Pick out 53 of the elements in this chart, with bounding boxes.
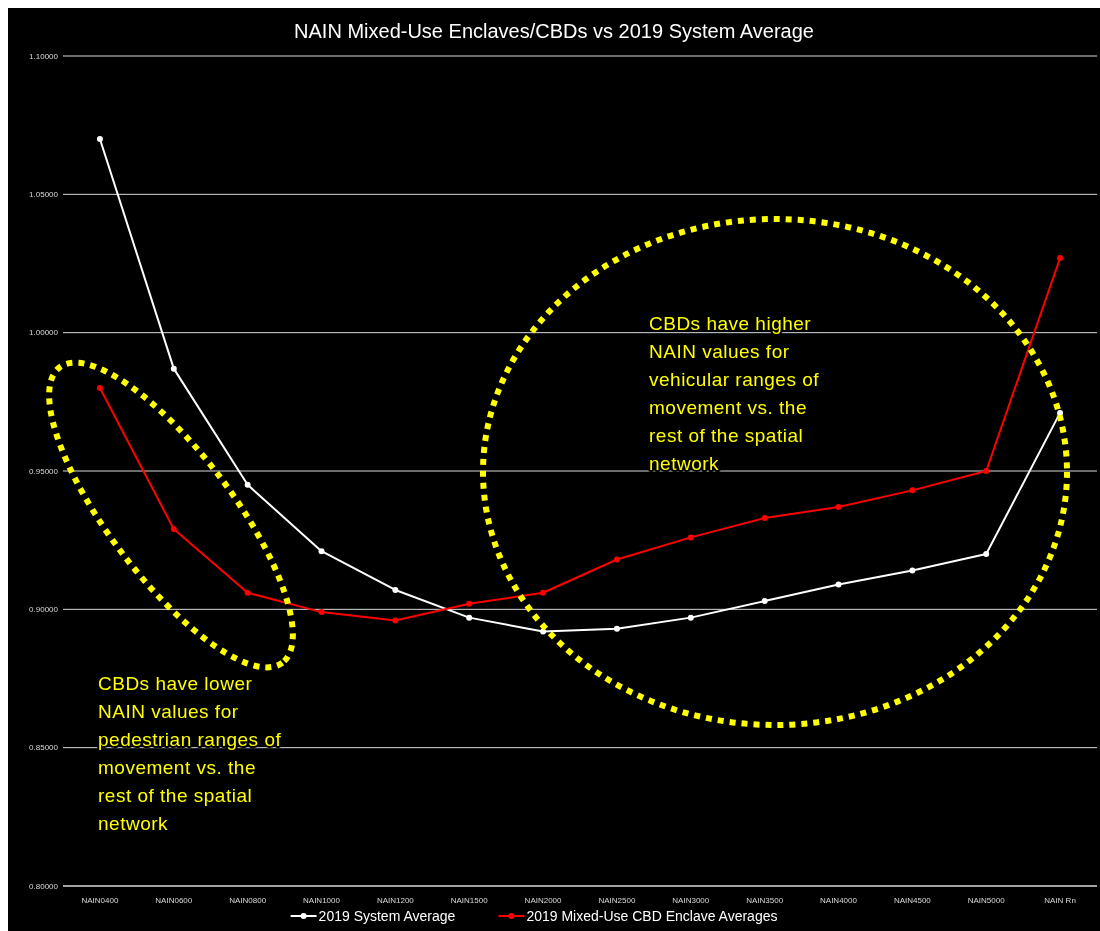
x-tick-label: NAIN2000 (524, 896, 563, 905)
point (1057, 254, 1064, 261)
y-tick-label: 1.10000 (29, 51, 59, 61)
annotation: CBDs have higher NAIN values for vehicular ranges of movement vs. the rest of the spatial network (649, 313, 820, 474)
x-tick-label: NAIN0400 (81, 896, 119, 905)
x-tick-label: NAIN5000 (967, 896, 1006, 905)
annotation: CBDs have lower NAIN values for pedestrian ranges of movement vs. the rest of the spatial network (98, 673, 282, 834)
point (540, 589, 547, 596)
point (1057, 409, 1064, 416)
y-tick-label: 0.80000 (29, 881, 59, 891)
point (318, 548, 325, 555)
x-tick-label: NAIN4000 (820, 896, 858, 905)
point (835, 503, 842, 510)
point (761, 598, 768, 605)
x-tick-label: NAIN Rn (1044, 896, 1076, 905)
point (613, 625, 620, 632)
point (835, 581, 842, 588)
point (170, 526, 177, 533)
x-tick-label: NAIN2500 (598, 896, 636, 905)
x-tick-label: NAIN3000 (672, 896, 710, 905)
point (613, 556, 620, 563)
legend-label: 2019 Mixed-Use CBD Enclave Averages (526, 908, 778, 924)
point (983, 468, 990, 474)
point (96, 136, 103, 142)
point (392, 617, 399, 624)
point (466, 600, 473, 607)
point (909, 487, 916, 494)
y-tick-label: 1.00000 (29, 328, 59, 338)
point (318, 609, 325, 616)
x-tick-label: NAIN1000 (303, 896, 341, 905)
point (170, 365, 177, 372)
point (244, 589, 251, 596)
x-tick-label: NAIN3500 (746, 896, 784, 905)
x-tick-label: NAIN1200 (376, 896, 415, 905)
point (466, 614, 473, 621)
point (96, 385, 103, 391)
x-tick-label: NAIN4500 (893, 896, 932, 905)
point (983, 551, 990, 557)
point (761, 515, 768, 522)
point (244, 481, 251, 488)
chart-title: NAIN Mixed-Use Enclaves/CBDs vs 2019 System Average (294, 20, 814, 42)
y-tick-label: 0.90000 (29, 605, 59, 615)
legend-label: 2019 System Average (318, 908, 456, 924)
y-tick-label: 0.85000 (29, 743, 59, 753)
point (909, 567, 916, 574)
y-tick-label: 0.95000 (29, 466, 59, 476)
point (687, 534, 694, 541)
x-tick-label: NAIN0600 (155, 896, 193, 905)
point (392, 586, 399, 593)
x-tick-label: NAIN1500 (450, 896, 489, 905)
x-tick-label: NAIN0800 (229, 896, 267, 905)
point (687, 614, 694, 621)
y-tick-label: 1.05000 (29, 190, 59, 200)
